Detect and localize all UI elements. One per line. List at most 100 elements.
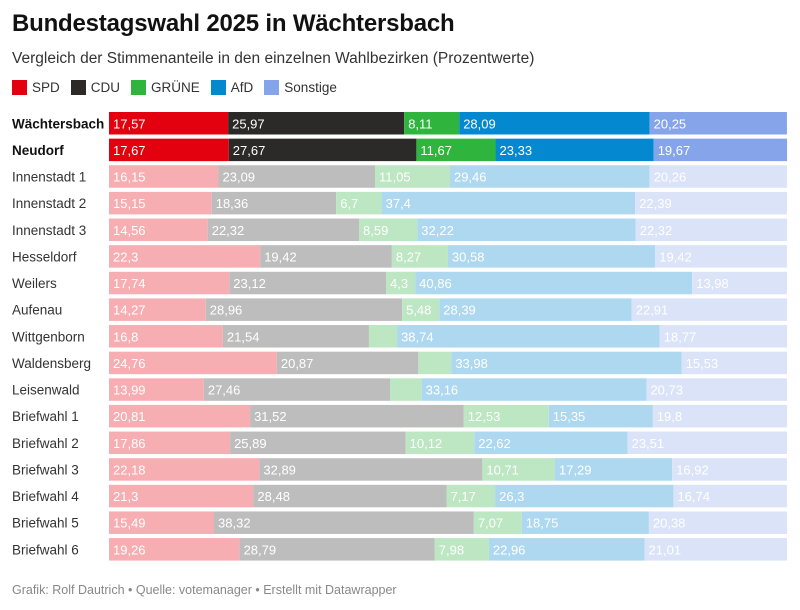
data-label-gruene: 6,7: [340, 196, 358, 211]
data-label-spd: 24,76: [113, 356, 146, 371]
data-label-sonstige: 16,74: [677, 489, 710, 504]
category-label: Briefwahl 4: [12, 489, 79, 504]
bar-segment-gruene: [402, 298, 440, 321]
bar-segment-afd: [451, 351, 682, 375]
bar-segment-gruene: [405, 431, 475, 455]
bar-segment-cdu: [260, 245, 392, 268]
data-label-sonstige: 15,53: [686, 356, 719, 371]
category-label: Wächtersbach: [12, 116, 104, 131]
data-label-gruene: 7,17: [451, 489, 476, 504]
bar-segment-afd: [521, 511, 649, 534]
category-label: Briefwahl 2: [12, 436, 79, 451]
legend-item-afd: AfD: [210, 80, 253, 95]
bar-segment-gruene: [375, 165, 450, 188]
bar-segment-gruene: [359, 218, 418, 242]
bar-segment-cdu: [211, 191, 337, 215]
data-label-afd: 33,16: [426, 383, 459, 398]
bar-segment-sonstige: [681, 351, 787, 375]
bar-segment-sonstige: [635, 218, 788, 242]
chart-footer: Grafik: Rolf Dautrich • Quelle: votemana…: [12, 583, 397, 597]
bar-row-leisenwald: Leisenwald 13,99 27,46 33,16 20,73: [12, 378, 787, 401]
data-label-spd: 13,99: [113, 383, 146, 398]
data-label-sonstige: 16,92: [676, 462, 709, 477]
data-label-spd: 22,3: [113, 249, 138, 264]
data-label-cdu: 31,52: [254, 409, 287, 424]
data-label-gruene: 8,27: [396, 249, 421, 264]
bar-segment-cdu: [205, 298, 403, 321]
bar-row-hesseldorf: Hesseldorf 22,3 19,42 8,27 30,58 19,42: [12, 245, 787, 268]
data-label-afd: 40,86: [419, 276, 452, 291]
data-label-afd: 28,39: [443, 303, 476, 318]
bar-segment-gruene: [473, 511, 522, 534]
category-label: Innenstadt 1: [12, 170, 86, 185]
bar-row-briefwahl-2: Briefwahl 2 17,86 25,89 10,12 22,62 23,51: [12, 431, 787, 455]
data-label-gruene: 10,71: [486, 462, 519, 477]
legend-item-sonstige: Sonstige: [264, 80, 337, 95]
data-label-spd: 14,56: [113, 223, 146, 238]
bar-segment-spd: [109, 112, 229, 135]
data-label-cdu: 28,79: [244, 542, 277, 557]
bar-row-briefwahl-5: Briefwahl 5 15,49 38,32 7,07 18,75 20,38: [12, 511, 788, 534]
category-label: Hesseldorf: [12, 249, 77, 264]
category-label: Neudorf: [12, 143, 64, 158]
category-label: Briefwahl 6: [12, 542, 79, 557]
legend-label-spd: SPD: [32, 80, 60, 95]
bar-row-waldensberg: Waldensberg 24,76 20,87 33,98 15,53: [12, 351, 787, 375]
bar-segment-sonstige: [692, 271, 787, 295]
data-label-afd: 23,33: [500, 143, 533, 158]
legend-swatch-gruene: [131, 80, 147, 95]
data-label-sonstige: 22,91: [636, 303, 669, 318]
bar-row-wittgenborn: Wittgenborn 16,8 21,54 38,74 18,77: [12, 325, 787, 348]
bar-row-waechtersbach: Wächtersbach 17,57 25,97 8,11 28,09 20,25: [12, 112, 787, 135]
data-label-spd: 22,18: [113, 462, 146, 477]
bar-segment-sonstige: [644, 538, 787, 561]
bar-segment-sonstige: [659, 325, 787, 348]
bar-row-briefwahl-3: Briefwahl 3 22,18 32,89 10,71 17,29 16,92: [12, 458, 787, 481]
bar-segment-cdu: [222, 325, 369, 348]
legend-item-spd: SPD: [12, 80, 60, 95]
bar-segment-spd: [109, 325, 223, 348]
bar-segment-cdu: [228, 138, 417, 162]
legend: SPD CDU GRÜNE AfD Sonstige: [12, 80, 348, 95]
data-label-afd: 22,96: [493, 542, 526, 557]
bar-segment-sonstige: [652, 404, 788, 428]
bar-segment-cdu: [230, 431, 406, 455]
bar-segment-afd: [381, 191, 636, 215]
legend-label-sonstige: Sonstige: [284, 80, 337, 95]
bar-segment-gruene: [391, 245, 448, 268]
data-label-cdu: 25,89: [234, 436, 267, 451]
data-label-cdu: 25,97: [232, 116, 265, 131]
bar-segment-cdu: [203, 378, 391, 401]
category-label: Innenstadt 2: [12, 196, 86, 211]
data-label-sonstige: 19,8: [657, 409, 682, 424]
bar-segment-cdu: [250, 404, 464, 428]
data-label-afd: 22,62: [478, 436, 511, 451]
bar-segment-cdu: [207, 218, 360, 242]
category-label: Aufenau: [12, 303, 62, 318]
category-label: Waldensberg: [12, 356, 91, 371]
bar-segment-gruene: [416, 138, 496, 162]
data-label-afd: 29,46: [454, 170, 487, 185]
data-label-cdu: 18,36: [216, 196, 249, 211]
bar-segment-gruene: [386, 271, 416, 295]
data-label-afd: 26,3: [499, 489, 524, 504]
data-label-sonstige: 21,01: [649, 542, 682, 557]
bar-row-innenstadt-1: Innenstadt 1 16,15 23,09 11,05 29,46 20,26: [12, 165, 788, 188]
category-label: Wittgenborn: [12, 329, 85, 344]
data-label-cdu: 19,42: [264, 249, 297, 264]
bar-segment-gruene: [390, 378, 422, 401]
data-label-cdu: 20,87: [281, 356, 314, 371]
bar-segment-spd: [109, 538, 240, 561]
bar-segment-cdu: [218, 165, 376, 188]
data-label-sonstige: 20,25: [654, 116, 687, 131]
bar-segment-spd: [109, 351, 277, 375]
data-label-cdu: 23,09: [223, 170, 256, 185]
data-label-sonstige: 20,73: [650, 383, 683, 398]
bar-segment-gruene: [336, 191, 382, 215]
bar-segment-gruene: [404, 112, 460, 135]
data-label-afd: 17,29: [559, 462, 592, 477]
bar-row-weilers: Weilers 17,74 23,12 4,3 40,86 13,98: [12, 271, 787, 295]
data-label-gruene: 5,48: [406, 303, 431, 318]
data-label-gruene: 12,53: [468, 409, 501, 424]
bar-segment-afd: [421, 378, 647, 401]
